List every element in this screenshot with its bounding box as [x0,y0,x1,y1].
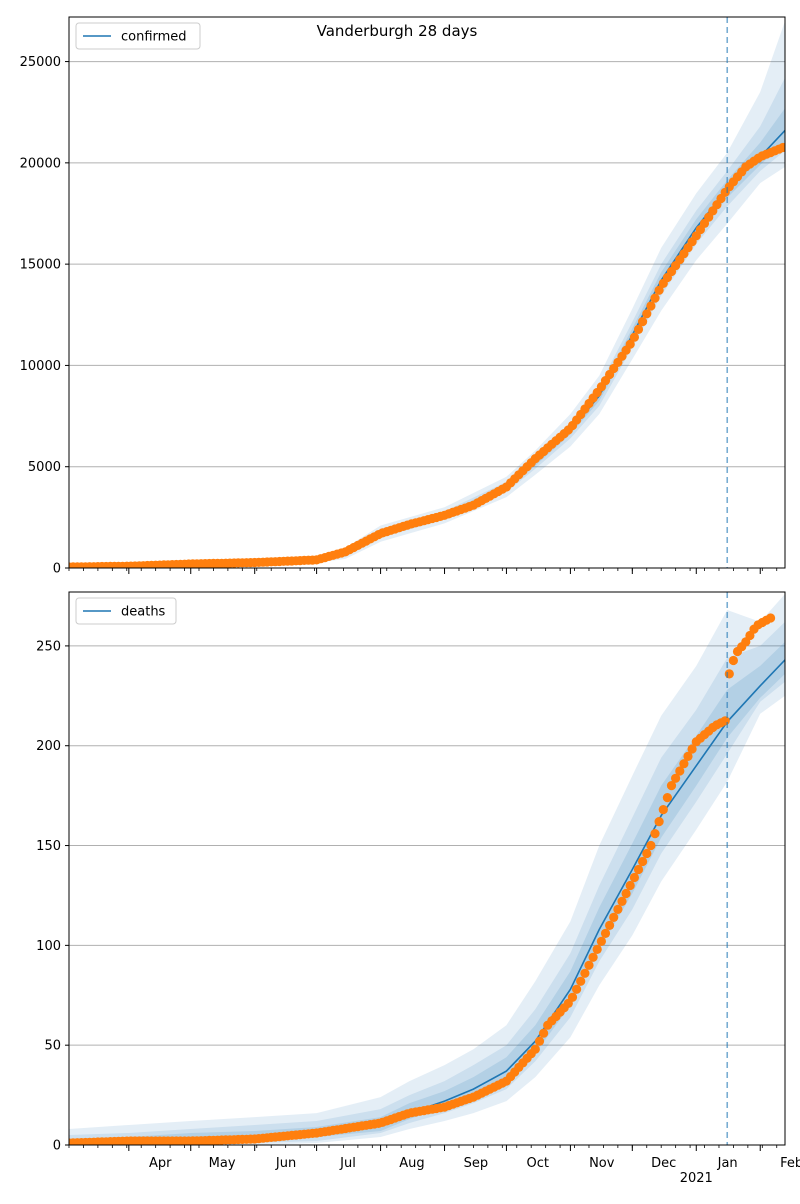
observed-point [592,944,602,955]
observed-point [625,339,635,349]
observed-point [588,952,598,962]
y-tick-label: 15000 [20,258,61,273]
observed-point [530,1044,540,1054]
observed-point [600,928,611,939]
observed-point [654,817,664,827]
y-tick-label: 20000 [20,156,61,171]
axes-frame [68,591,786,1146]
band-outer [69,594,785,1145]
observed-point [617,896,627,907]
x-tick-label: Jul [339,1156,356,1171]
observed-point [679,759,689,769]
observed-point [580,968,590,978]
legend-label: deaths [121,605,166,620]
observed-point [642,309,652,319]
band-outer [69,21,785,568]
band-middle [69,621,785,1145]
y-tick-label: 0 [53,1139,61,1154]
x-year-label: 2021 [680,1171,713,1186]
x-tick-label: Jun [275,1156,296,1171]
observed-point [675,766,685,776]
observed-point [633,864,644,875]
y-tick-label: 5000 [28,460,61,475]
y-tick-label: 200 [36,739,61,754]
x-tick-label: Oct [527,1156,549,1171]
figure-title: Vanderburgh 28 days [317,22,478,40]
panel-0: 0 5000 10000 15000 20000 25000 confirmed [20,16,786,577]
x-tick-label: Sep [464,1156,489,1171]
y-tick-label: 50 [44,1039,61,1054]
observed-point [567,992,578,1002]
observed-point [621,888,631,899]
y-tick-label: 0 [53,562,61,577]
observed-point [534,1036,545,1046]
x-tick-label: Nov [589,1156,615,1171]
observed-point [572,984,582,994]
observed-point [584,960,594,970]
panel-1: 0 50 100 150 200 250 Apr May Jun Jul Aug Sep Oct Nov D… [36,591,800,1186]
observed-point [576,976,586,986]
observed-point [638,317,648,327]
band-inner [69,108,785,568]
observed-point [724,669,734,679]
legend-box [75,597,177,625]
observed-point [728,655,739,666]
observed-point [633,324,644,334]
observed-point [650,829,660,839]
observed-point [638,856,648,867]
observed-point [613,904,623,915]
plot-area [69,594,785,1145]
observed-point [629,332,640,342]
x-tick-label: Apr [149,1156,172,1171]
plot-area [69,21,785,568]
x-tick-label: Dec [651,1156,676,1171]
observed-point [646,840,656,851]
observed-point [671,773,681,783]
observed-point [662,793,673,803]
observed-point [646,301,656,311]
y-tick-label: 25000 [20,55,61,70]
observed-point [539,1028,549,1038]
legend-box [75,22,201,50]
x-tick-label: Aug [399,1156,424,1171]
observed-point [605,920,615,931]
band-middle [69,77,785,568]
observed-point [642,848,652,859]
observed-point [596,936,607,947]
observed-point [720,716,730,726]
observed-point [778,142,785,153]
observed-point [654,285,664,295]
observed-point [650,293,660,303]
legend-label: confirmed [121,30,187,45]
legend: confirmed [75,22,201,50]
observed-point [625,880,635,891]
observed-point [683,751,693,762]
x-tick-label: May [209,1156,236,1171]
observed-point [609,912,619,923]
y-tick-label: 10000 [20,359,61,374]
x-tick-label: Feb [780,1156,800,1171]
observed-point [766,613,776,623]
axes-frame [68,16,786,569]
y-tick-label: 250 [36,639,61,654]
legend: deaths [75,597,177,625]
y-tick-label: 150 [36,839,61,854]
observed-point [687,744,697,754]
y-tick-label: 100 [36,939,61,954]
observed-point [658,805,668,815]
model-line [69,129,785,568]
observed-point [666,781,677,791]
observed-point [629,872,640,883]
x-tick-label: Jan [717,1156,738,1171]
